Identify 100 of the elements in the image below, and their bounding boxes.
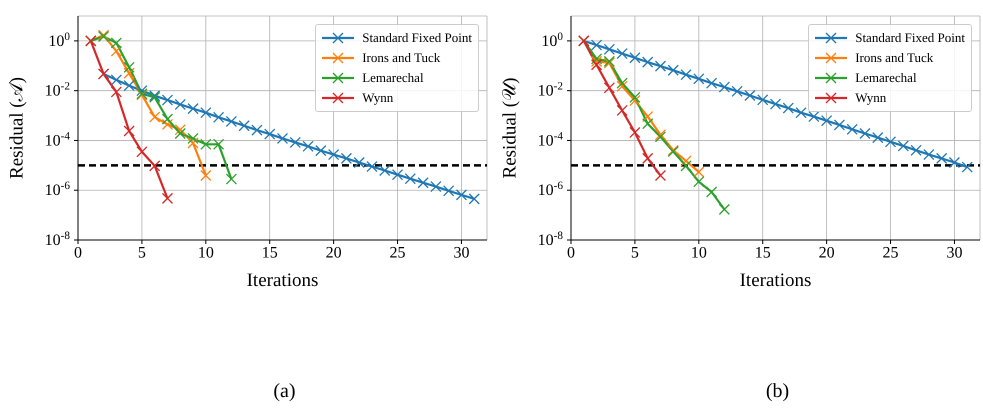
- x-tick-label: 5: [138, 244, 146, 262]
- point: [226, 116, 238, 128]
- legend-label: Lemarechal: [362, 70, 424, 86]
- point: [680, 160, 692, 172]
- y-tick-label: 10$^{-6}$: [44, 180, 70, 200]
- point: [187, 102, 199, 114]
- x-tick-label: 30: [453, 244, 470, 262]
- x-tick-label: 5: [630, 244, 639, 262]
- point: [590, 39, 602, 51]
- point: [604, 82, 615, 94]
- x-tick-label: 0: [74, 244, 82, 262]
- point: [910, 144, 922, 156]
- point: [642, 56, 654, 68]
- y-axis-title: Residual (𝒜): [6, 77, 28, 179]
- point: [948, 156, 960, 168]
- point: [668, 64, 679, 76]
- x-tick-label: 20: [818, 244, 835, 262]
- point: [174, 128, 186, 140]
- point: [200, 170, 212, 182]
- y-tick-label: 10$^{-8}$: [538, 230, 564, 249]
- point: [604, 44, 615, 55]
- text: (a): [272, 380, 297, 403]
- point: [354, 156, 365, 168]
- point: [379, 164, 390, 176]
- point: [110, 74, 122, 86]
- legend-label: Standard Fixed Point: [855, 30, 965, 46]
- point: [123, 68, 135, 79]
- point: [693, 176, 704, 188]
- point: [123, 62, 135, 73]
- x-tick-label: 15: [262, 244, 278, 262]
- point: [706, 186, 718, 198]
- point: [404, 173, 416, 184]
- point: [468, 193, 480, 205]
- x-tick-label: 10: [198, 244, 214, 262]
- x-tick-label: 20: [326, 244, 342, 262]
- point: [162, 94, 174, 106]
- y-tick-label: 10$^{-4}$: [44, 130, 70, 150]
- point: [110, 37, 122, 49]
- point: [693, 73, 704, 84]
- point: [290, 136, 301, 148]
- point: [187, 137, 199, 149]
- point: [136, 85, 148, 96]
- point: [443, 185, 454, 196]
- point: [616, 80, 628, 92]
- point: [149, 160, 160, 172]
- x-tick-label: 25: [390, 244, 406, 262]
- point: [392, 169, 404, 180]
- point: [680, 69, 692, 80]
- y-tick-label: 10$^{0}$: [48, 30, 70, 50]
- point: [629, 52, 641, 64]
- point: [936, 152, 948, 164]
- point: [732, 86, 743, 97]
- point: [629, 126, 641, 138]
- point: [162, 118, 174, 130]
- text: (b): [764, 380, 790, 403]
- x-axis-title: Iterations: [246, 270, 318, 291]
- point: [808, 110, 820, 122]
- legend-label: Wynn: [855, 90, 886, 106]
- point: [846, 124, 858, 135]
- point: [834, 119, 846, 131]
- point: [884, 136, 896, 148]
- y-tick-label: 10$^{-2}$: [44, 80, 70, 100]
- x-tick-label: 30: [946, 244, 962, 262]
- point: [456, 189, 468, 201]
- point: [616, 78, 628, 89]
- y-axis-title: Residual (𝒰): [500, 78, 521, 178]
- point: [430, 180, 442, 192]
- point: [642, 152, 654, 164]
- x-tick-label: 10: [690, 244, 707, 262]
- point: [110, 86, 122, 98]
- point: [820, 115, 832, 126]
- point: [226, 173, 238, 185]
- point: [174, 124, 186, 136]
- point: [187, 132, 199, 144]
- point: [898, 140, 909, 152]
- point: [162, 113, 174, 125]
- point: [795, 107, 807, 118]
- x-tick-label: 15: [754, 244, 771, 262]
- point: [654, 170, 666, 182]
- point: [693, 166, 704, 178]
- point: [251, 124, 263, 136]
- point: [366, 160, 378, 172]
- legend-label: Standard Fixed Point: [362, 30, 472, 46]
- point: [340, 152, 352, 164]
- point: [276, 132, 288, 144]
- point: [238, 120, 250, 132]
- point: [123, 80, 135, 92]
- y-tick-label: 10$^{-4}$: [538, 130, 564, 150]
- point: [328, 148, 340, 160]
- point: [923, 148, 935, 160]
- point: [654, 60, 666, 72]
- x-tick-label: 0: [567, 244, 575, 262]
- point: [718, 204, 730, 216]
- point: [642, 118, 654, 130]
- point: [417, 177, 429, 188]
- point: [859, 128, 871, 140]
- point: [616, 104, 628, 116]
- point: [123, 125, 135, 137]
- point: [212, 112, 224, 123]
- legend-label: Irons and Tuck: [855, 50, 934, 66]
